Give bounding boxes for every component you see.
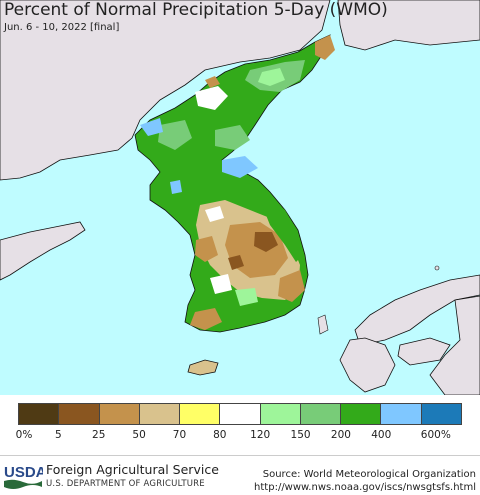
brown-northeast-tip bbox=[315, 35, 335, 60]
legend-tick-label: 80 bbox=[213, 429, 227, 441]
legend-swatch bbox=[421, 404, 461, 424]
tsushima bbox=[317, 314, 329, 335]
green-lighter-north bbox=[258, 68, 285, 86]
east-coast-green bbox=[262, 195, 303, 262]
south-east-brown bbox=[278, 270, 305, 302]
legend-tick-label: 0% bbox=[15, 429, 33, 441]
svg-text:USDA: USDA bbox=[4, 464, 43, 481]
russia-land bbox=[337, 0, 480, 51]
legend-swatch bbox=[341, 404, 382, 424]
legend-tick-label: 150 bbox=[290, 429, 311, 441]
legend-swatch bbox=[139, 404, 181, 424]
south-brown-dark-2 bbox=[228, 255, 244, 270]
legend-swatch bbox=[99, 404, 140, 424]
south-brown-west bbox=[195, 236, 218, 262]
china-land bbox=[0, 0, 331, 181]
green-mid-center bbox=[215, 125, 250, 150]
blue-small bbox=[170, 180, 182, 194]
jeju-island bbox=[187, 359, 219, 376]
source-line-2: http://www.nws.noaa.gov/iscs/nwsgtsfs.ht… bbox=[254, 482, 476, 493]
source-line-1: Source: World Meteorological Organizatio… bbox=[262, 469, 476, 480]
legend-tick-label: 5 bbox=[55, 429, 62, 441]
legend-tick-label: 400 bbox=[371, 429, 392, 441]
legend-tick-label: 200 bbox=[330, 429, 351, 441]
footer-divider bbox=[0, 455, 480, 456]
legend-swatch bbox=[220, 404, 261, 424]
shandong-land bbox=[0, 221, 86, 281]
blue-west bbox=[140, 118, 163, 136]
source-credit: Source: World Meteorological Organizatio… bbox=[254, 468, 476, 494]
legend-tick-label: 70 bbox=[172, 429, 187, 441]
brown-north-tip bbox=[205, 76, 220, 88]
legend-colorbar bbox=[18, 403, 462, 425]
blue-north-bay bbox=[222, 156, 258, 178]
japan-east bbox=[429, 295, 480, 395]
south-white-2 bbox=[210, 274, 232, 294]
legend-tick-label: 600% bbox=[420, 429, 451, 441]
south-white-1 bbox=[205, 206, 224, 222]
legend-swatch bbox=[59, 404, 100, 424]
south-coast-brown bbox=[190, 308, 222, 330]
japan-kyushu bbox=[339, 337, 396, 393]
green-mid-west bbox=[158, 120, 192, 150]
legend-swatch bbox=[180, 404, 221, 424]
white-patch-north bbox=[195, 86, 228, 110]
legend-tick-label: 25 bbox=[92, 429, 106, 441]
map-subtitle: Jun. 6 - 10, 2022 [final] bbox=[4, 22, 120, 33]
department-name: U.S. DEPARTMENT OF AGRICULTURE bbox=[46, 479, 205, 489]
japan-shikoku bbox=[397, 337, 451, 366]
legend-swatch bbox=[260, 404, 301, 424]
legend-tick-label: 120 bbox=[250, 429, 271, 441]
agency-name: Foreign Agricultural Service bbox=[46, 462, 219, 477]
usda-logo: USDA bbox=[4, 464, 43, 489]
south-brown-dark bbox=[254, 232, 278, 252]
legend-swatch bbox=[300, 404, 342, 424]
precipitation-map bbox=[0, 0, 480, 395]
south-green-light bbox=[235, 288, 258, 306]
legend-tick-label: 50 bbox=[132, 429, 146, 441]
legend-swatch bbox=[19, 404, 60, 424]
ulleung-island bbox=[434, 265, 440, 271]
legend-swatch bbox=[381, 404, 422, 424]
map-title: Percent of Normal Precipitation 5-Day (W… bbox=[4, 0, 388, 20]
